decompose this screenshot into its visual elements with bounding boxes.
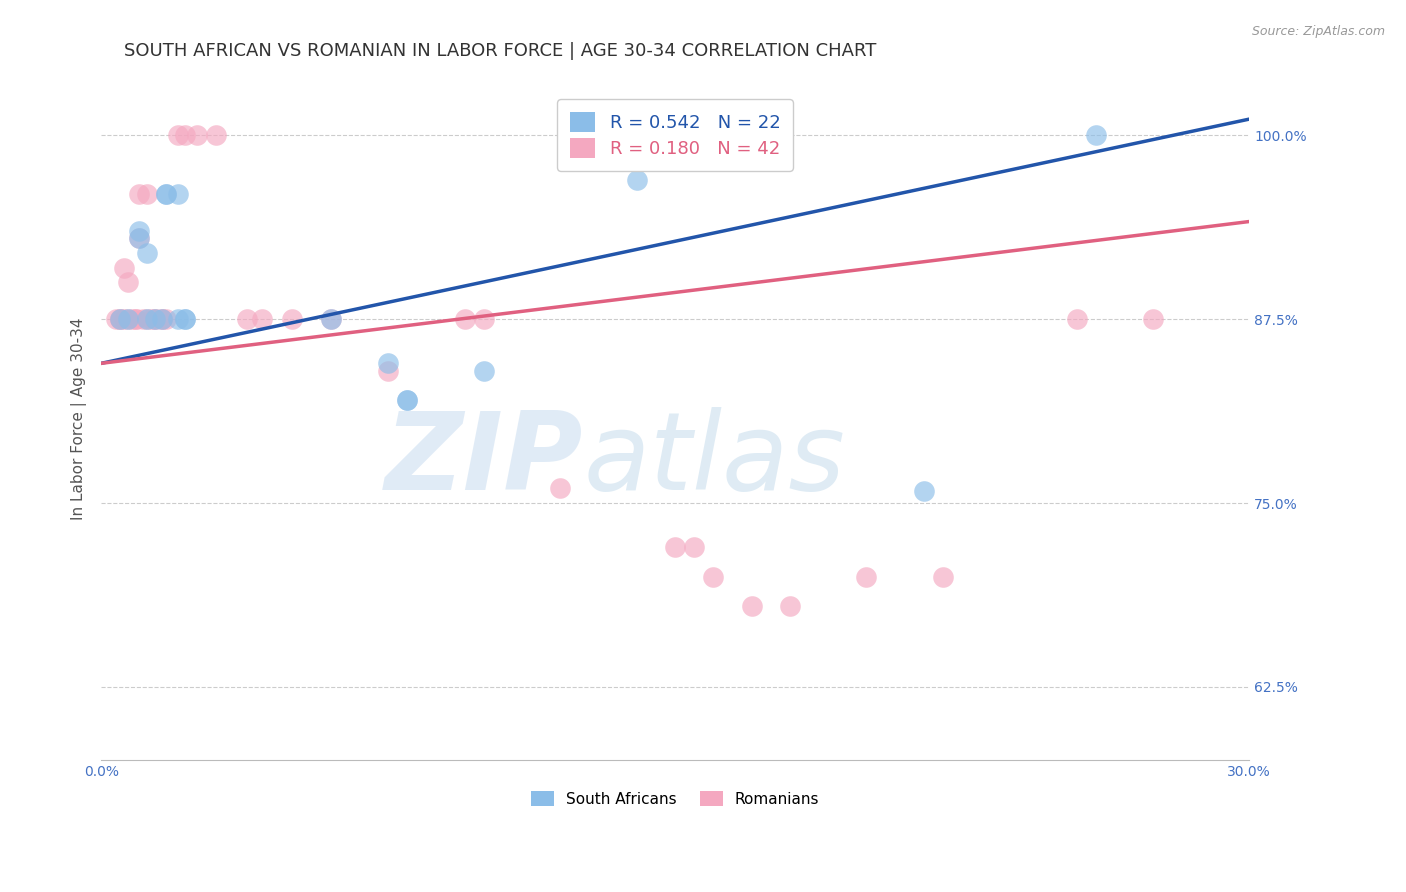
- Point: [702, 569, 724, 583]
- Point: [128, 231, 150, 245]
- Point: [205, 128, 228, 143]
- Point: [741, 599, 763, 613]
- Point: [155, 187, 177, 202]
- Point: [150, 312, 173, 326]
- Point: [110, 312, 132, 326]
- Text: ZIP: ZIP: [385, 407, 583, 513]
- Point: [124, 312, 146, 326]
- Text: Source: ZipAtlas.com: Source: ZipAtlas.com: [1251, 25, 1385, 38]
- Y-axis label: In Labor Force | Age 30-34: In Labor Force | Age 30-34: [72, 318, 87, 520]
- Point: [550, 481, 572, 495]
- Point: [155, 187, 177, 202]
- Point: [150, 312, 173, 326]
- Point: [1142, 312, 1164, 326]
- Point: [396, 393, 419, 408]
- Text: SOUTH AFRICAN VS ROMANIAN IN LABOR FORCE | AGE 30-34 CORRELATION CHART: SOUTH AFRICAN VS ROMANIAN IN LABOR FORCE…: [124, 42, 876, 60]
- Point: [912, 484, 935, 499]
- Point: [174, 128, 197, 143]
- Point: [143, 312, 166, 326]
- Point: [472, 312, 495, 326]
- Point: [110, 312, 132, 326]
- Point: [166, 187, 188, 202]
- Point: [250, 312, 273, 326]
- Point: [117, 276, 139, 290]
- Point: [128, 224, 150, 238]
- Point: [124, 312, 146, 326]
- Point: [112, 260, 135, 275]
- Point: [105, 312, 128, 326]
- Point: [1085, 128, 1108, 143]
- Point: [132, 312, 155, 326]
- Point: [143, 312, 166, 326]
- Point: [319, 312, 342, 326]
- Point: [136, 312, 159, 326]
- Point: [396, 393, 419, 408]
- Point: [377, 364, 399, 378]
- Point: [281, 312, 304, 326]
- Point: [155, 312, 177, 326]
- Point: [166, 128, 188, 143]
- Point: [472, 364, 495, 378]
- Point: [112, 312, 135, 326]
- Point: [136, 246, 159, 260]
- Point: [779, 599, 801, 613]
- Point: [128, 187, 150, 202]
- Point: [174, 312, 197, 326]
- Point: [235, 312, 257, 326]
- Point: [166, 312, 188, 326]
- Point: [1066, 312, 1088, 326]
- Point: [377, 356, 399, 370]
- Point: [117, 312, 139, 326]
- Point: [855, 569, 877, 583]
- Point: [121, 312, 143, 326]
- Point: [136, 312, 159, 326]
- Point: [110, 312, 132, 326]
- Point: [117, 312, 139, 326]
- Point: [128, 231, 150, 245]
- Point: [139, 312, 162, 326]
- Point: [319, 312, 342, 326]
- Point: [626, 172, 648, 186]
- Point: [932, 569, 955, 583]
- Legend: South Africans, Romanians: South Africans, Romanians: [523, 783, 827, 814]
- Text: atlas: atlas: [583, 407, 845, 512]
- Point: [174, 312, 197, 326]
- Point: [143, 312, 166, 326]
- Point: [664, 540, 686, 554]
- Point: [186, 128, 208, 143]
- Point: [453, 312, 475, 326]
- Point: [150, 312, 173, 326]
- Point: [136, 187, 159, 202]
- Point: [683, 540, 706, 554]
